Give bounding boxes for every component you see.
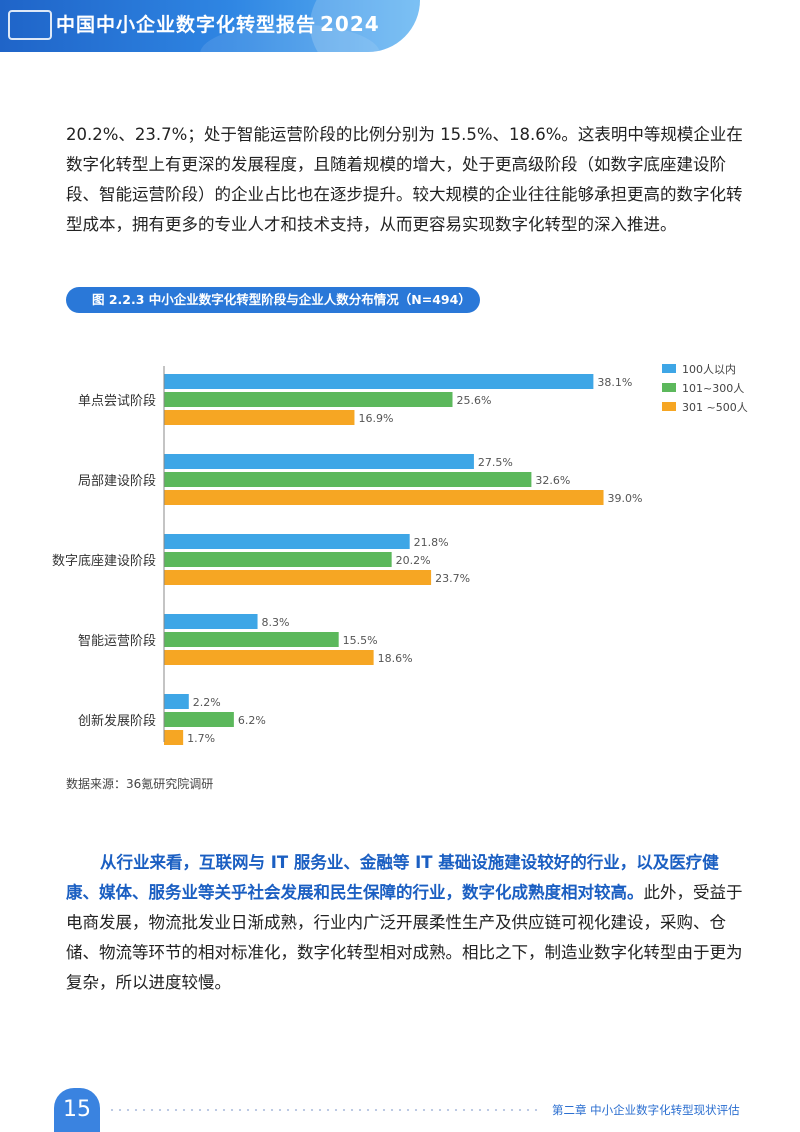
bar-chart: 38.1% 25.6% 16.9% 单点尝试阶段 27.5% 32.6% 39.0% 局部建设… (52, 362, 748, 745)
category-label: 单点尝试阶段 (78, 394, 156, 409)
bar (164, 472, 532, 487)
bar (164, 552, 392, 567)
bar (164, 730, 184, 745)
legend-swatch (662, 383, 676, 392)
bar-value-label: 23.7% (435, 572, 470, 585)
bar-value-label: 25.6% (457, 394, 492, 407)
bar-value-label: 21.8% (414, 536, 449, 549)
page-number: 15 (54, 1088, 100, 1132)
bar-value-label: 6.2% (238, 714, 266, 727)
bar-value-label: 39.0% (608, 492, 643, 505)
body-paragraph-2: 从行业来看，互联网与 IT 服务业、金融等 IT 基础设施建设较好的行业，以及医… (66, 848, 746, 998)
bar (164, 650, 374, 665)
bar (164, 694, 189, 709)
bar-value-label: 8.3% (262, 616, 290, 629)
bar (164, 712, 234, 727)
bar (164, 374, 594, 389)
paragraph-2-emphasis: 从行业来看，互联网与 IT 服务业、金融等 IT 基础设施建设较好的行业，以及医… (66, 853, 719, 902)
bar (164, 570, 432, 585)
paragraph-2-text: 此外，受益于电商发展，物流批发业日渐成熟，行业内广泛开展柔性生产及供应链可视化建… (66, 883, 743, 992)
report-year: 2024 (320, 12, 380, 36)
category-label: 局部建设阶段 (78, 474, 156, 489)
report-logo-icon (8, 10, 52, 40)
figure-title: 图 2.2.3 中小企业数字化转型阶段与企业人数分布情况（N=494） (66, 287, 480, 313)
bar-value-label: 32.6% (535, 474, 570, 487)
category-label: 智能运营阶段 (78, 634, 156, 649)
bar (164, 454, 474, 469)
footer-divider (108, 1109, 538, 1111)
legend-swatch (662, 364, 676, 373)
bar-value-label: 16.9% (358, 412, 393, 425)
category-label: 创新发展阶段 (78, 713, 156, 729)
bar (164, 410, 355, 425)
bar (164, 534, 410, 549)
chapter-title: 第二章 中小企业数字化转型现状评估 (552, 1103, 740, 1117)
bar (164, 490, 604, 505)
header-banner: 中国中小企业数字化转型报告 2024 (0, 0, 420, 52)
bar-value-label: 20.2% (396, 554, 431, 567)
figure-source: 数据来源：36氪研究院调研 (66, 777, 214, 791)
report-title: 中国中小企业数字化转型报告 2024 (56, 10, 380, 37)
bar-value-label: 2.2% (193, 696, 221, 709)
bar-value-label: 1.7% (187, 732, 215, 745)
banner-decoration (310, 0, 420, 52)
bar (164, 632, 339, 647)
bar-value-label: 15.5% (343, 634, 378, 647)
body-paragraph-1: 20.2%、23.7%；处于智能运营阶段的比例分别为 15.5%、18.6%。这… (66, 125, 743, 234)
bar (164, 392, 453, 407)
legend-label: 101~300人 (682, 382, 744, 395)
bar-value-label: 27.5% (478, 456, 513, 469)
legend-label: 100人以内 (682, 362, 736, 376)
bar-value-label: 38.1% (597, 376, 632, 389)
report-title-text: 中国中小企业数字化转型报告 (56, 14, 317, 36)
legend-swatch (662, 402, 676, 411)
category-label: 数字底座建设阶段 (52, 553, 156, 569)
bar-value-label: 18.6% (378, 652, 413, 665)
bar (164, 614, 258, 629)
legend-label: 301 ~500人 (682, 401, 748, 414)
